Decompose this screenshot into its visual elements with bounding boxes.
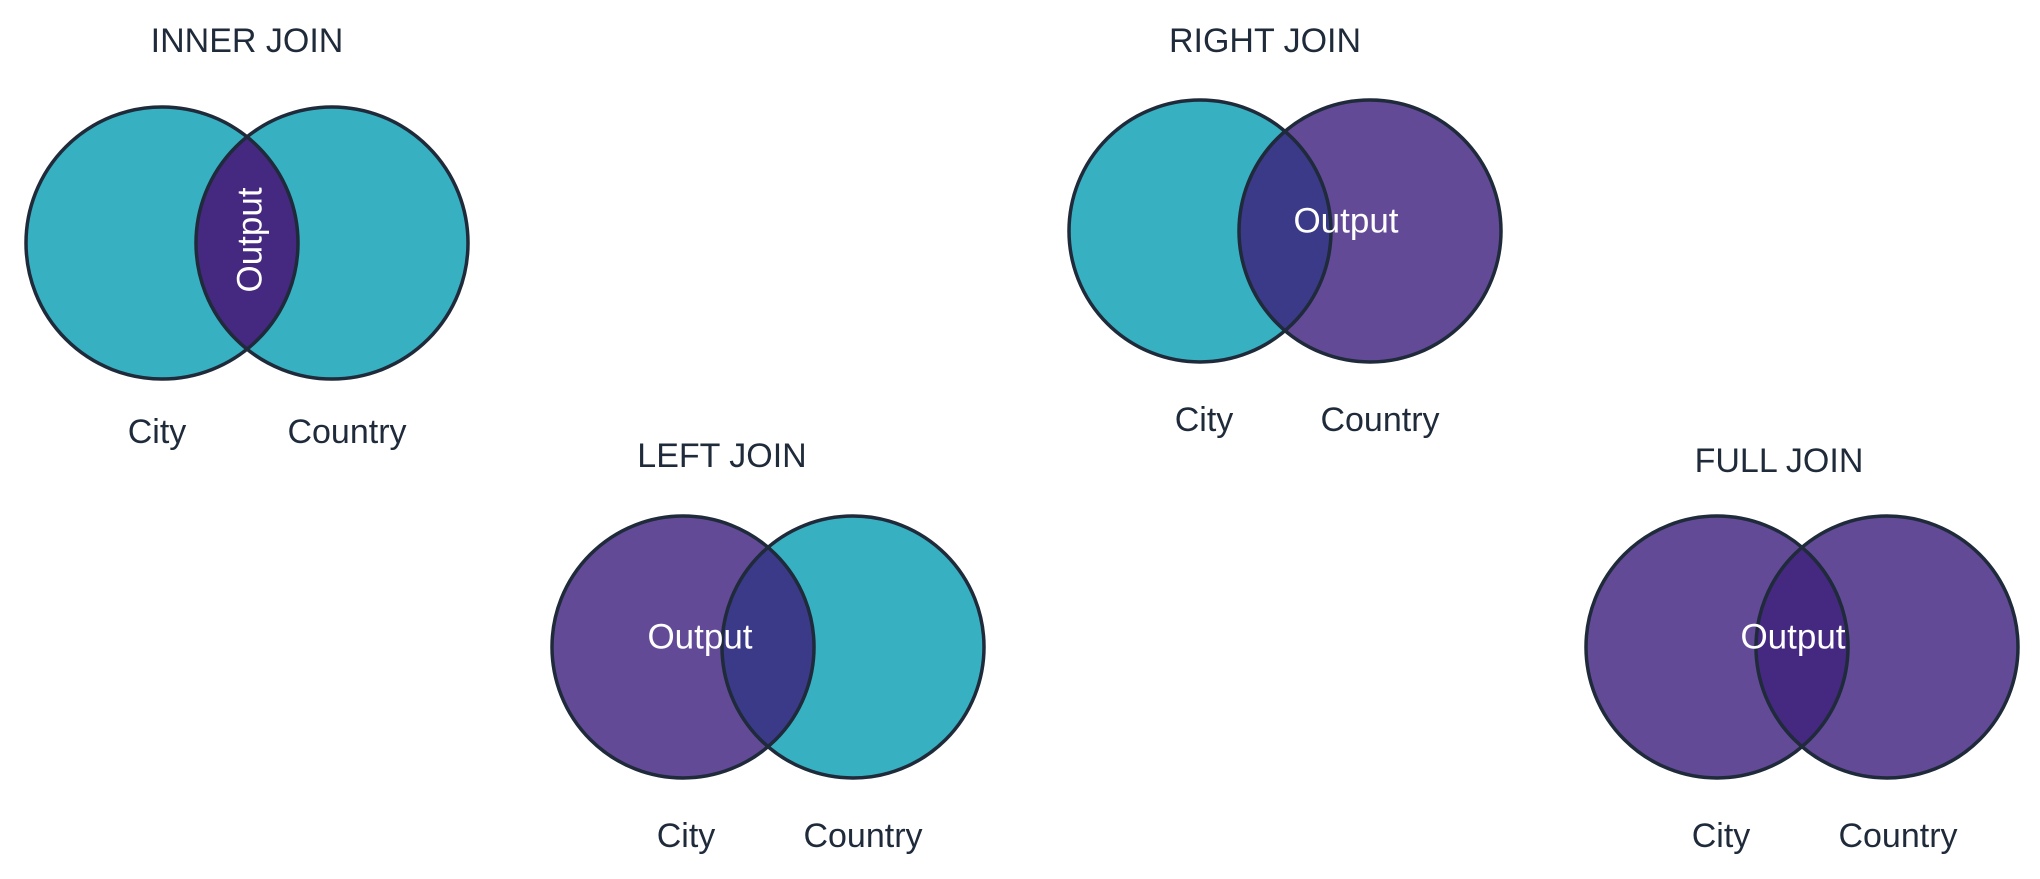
left-join-diagram: LEFT JOIN Output City Country xyxy=(550,437,986,855)
inner-join-city-outline xyxy=(24,105,300,381)
left-join-country-outline xyxy=(720,514,986,780)
full-join-city-label: City xyxy=(1692,817,1751,855)
right-join-country-outline xyxy=(1237,98,1503,364)
full-join-city-outline xyxy=(1584,514,1850,780)
right-join-diagram: RIGHT JOIN Output City Country xyxy=(1067,22,1503,439)
left-join-country-label: Country xyxy=(803,817,922,855)
inner-join-title: INNER JOIN xyxy=(151,22,344,60)
right-join-country-label: Country xyxy=(1320,401,1439,439)
full-join-diagram: FULL JOIN Output City Country xyxy=(1584,442,2020,855)
right-join-city-label: City xyxy=(1175,401,1234,439)
inner-join-country-label: Country xyxy=(287,413,406,451)
left-join-city-outline xyxy=(550,514,816,780)
full-join-title: FULL JOIN xyxy=(1695,442,1864,480)
right-join-overlap xyxy=(1239,100,1331,362)
left-join-overlap xyxy=(722,516,814,778)
inner-join-city-label: City xyxy=(128,413,187,451)
inner-join-overlap xyxy=(196,107,298,379)
full-join-country-outline xyxy=(1754,514,2020,780)
inner-join-output-label: Output xyxy=(231,187,270,292)
left-join-title: LEFT JOIN xyxy=(637,437,806,475)
inner-join-country-outline xyxy=(194,105,470,381)
left-join-output-label: Output xyxy=(647,618,752,657)
right-join-city-outline xyxy=(1067,98,1333,364)
full-join-output-label: Output xyxy=(1740,618,1845,657)
left-join-city-label: City xyxy=(657,817,716,855)
right-join-title: RIGHT JOIN xyxy=(1169,22,1361,60)
right-join-output-label: Output xyxy=(1293,202,1398,241)
full-join-overlap xyxy=(1756,516,1848,778)
inner-join-diagram: INNER JOIN Output City Country xyxy=(24,22,470,451)
full-join-country-label: Country xyxy=(1838,817,1957,855)
